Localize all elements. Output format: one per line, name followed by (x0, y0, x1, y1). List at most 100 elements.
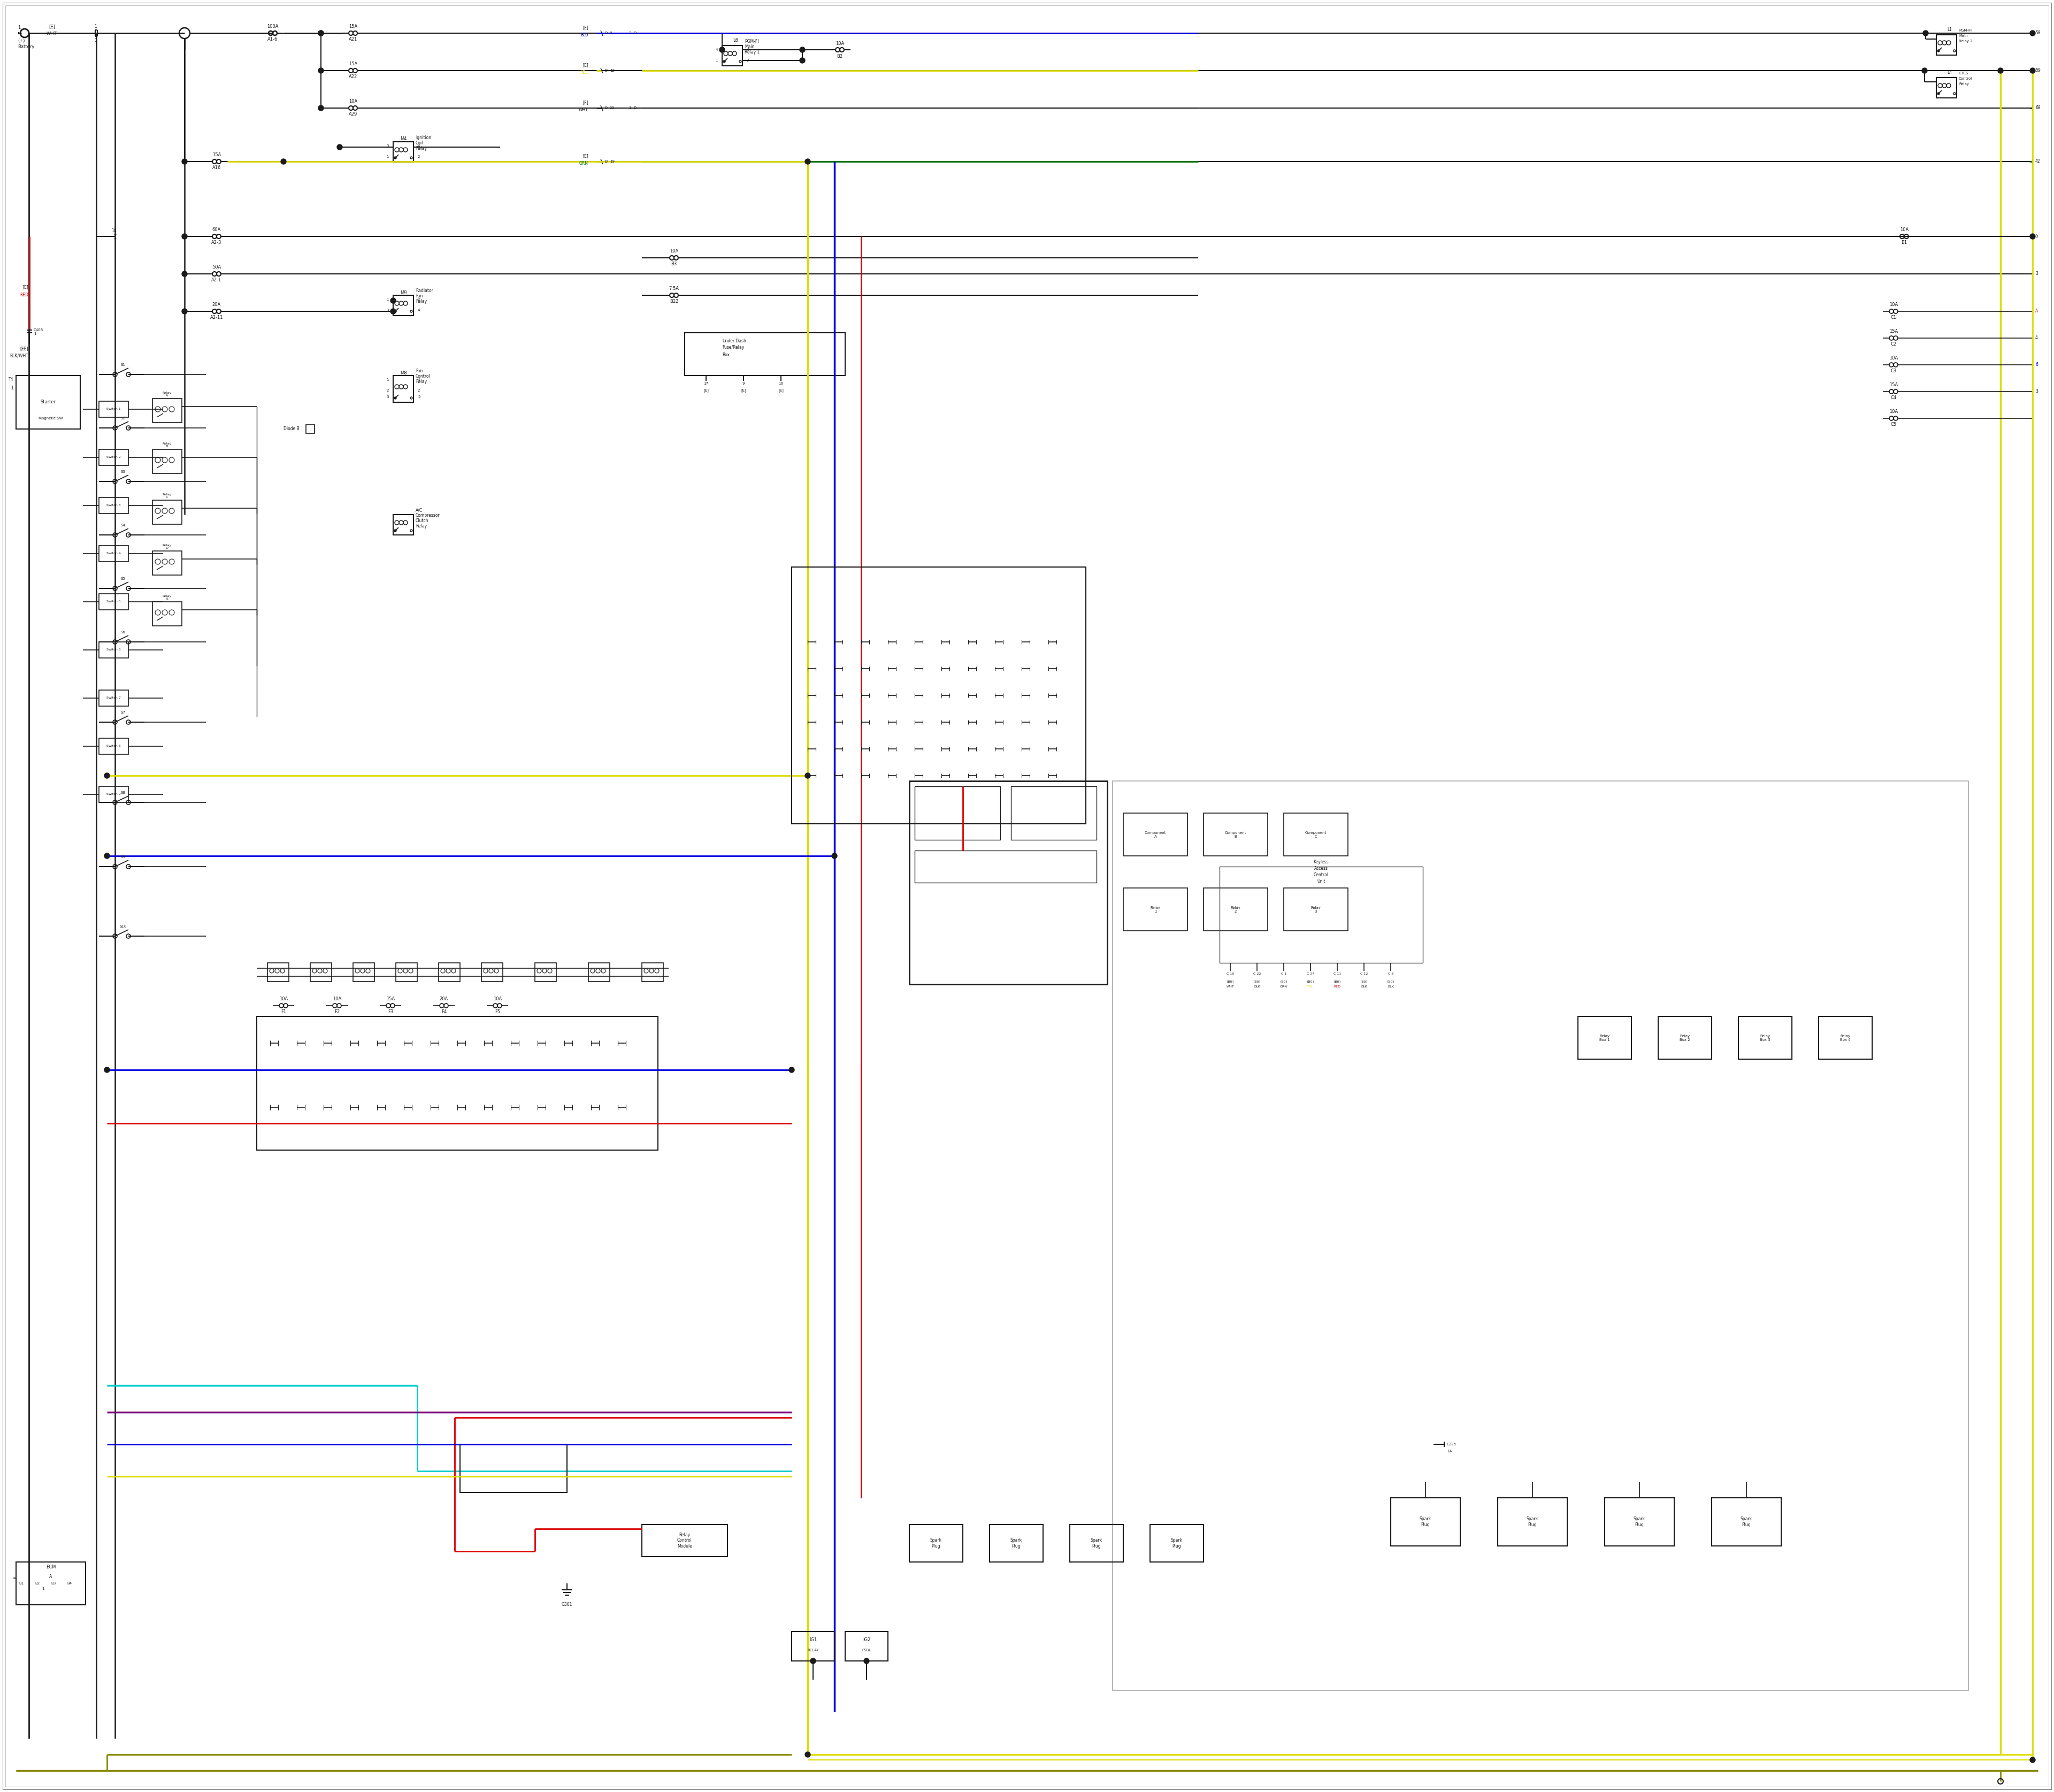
Text: Relay: Relay (415, 380, 427, 383)
Text: M9: M9 (401, 290, 407, 296)
Bar (914, 851, 1097, 883)
Text: 20A: 20A (212, 303, 222, 306)
Circle shape (183, 308, 187, 314)
Text: Switch 2: Switch 2 (107, 455, 121, 459)
Text: C 24: C 24 (1306, 973, 1315, 975)
Bar (1204, 889, 1267, 930)
Text: Relay: Relay (415, 523, 427, 529)
Text: 59: 59 (2036, 68, 2040, 73)
Text: 15A: 15A (349, 25, 357, 29)
Text: Battery: Battery (18, 45, 35, 48)
Circle shape (105, 772, 109, 778)
Bar (1711, 1498, 1781, 1546)
Text: 42: 42 (2036, 159, 2040, 163)
Text: YEL: YEL (581, 70, 587, 75)
Text: BLK/WHT: BLK/WHT (10, 353, 29, 358)
Text: 10A: 10A (836, 41, 844, 47)
Bar (310, 962, 331, 982)
Bar (910, 1525, 963, 1563)
Circle shape (105, 1068, 109, 1073)
Text: D: D (635, 32, 637, 34)
Text: [B0]: [B0] (1306, 980, 1315, 984)
Text: B4: B4 (68, 1582, 72, 1584)
Bar (267, 962, 290, 982)
Bar (1011, 787, 1097, 840)
Bar (306, 425, 314, 434)
Text: L4: L4 (1947, 70, 1951, 75)
Bar (910, 781, 1107, 984)
Bar (99, 401, 127, 418)
Bar (1284, 889, 1347, 930)
Text: S10: S10 (119, 925, 127, 928)
Text: A2-11: A2-11 (210, 315, 224, 321)
Text: L6: L6 (733, 38, 737, 43)
Text: M4: M4 (401, 136, 407, 142)
Text: Spark
Plug: Spark Plug (1091, 1538, 1103, 1548)
Circle shape (318, 30, 325, 36)
Bar (1070, 1525, 1124, 1563)
Text: IG1: IG1 (809, 1638, 817, 1641)
Text: Fuse/Relay: Fuse/Relay (723, 346, 744, 349)
Text: Relay
B: Relay B (162, 443, 170, 448)
Text: 15A: 15A (1890, 383, 1898, 387)
Text: Relay
D: Relay D (162, 543, 170, 550)
Bar (99, 642, 127, 658)
Text: F1: F1 (281, 1009, 286, 1014)
Text: 15A: 15A (212, 152, 222, 158)
Text: Spark
Plug: Spark Plug (1740, 1516, 1752, 1527)
Text: C 22: C 22 (1253, 973, 1261, 975)
Text: 6: 6 (2036, 362, 2038, 367)
Text: Main: Main (1960, 34, 1968, 38)
Text: A29: A29 (349, 113, 357, 116)
Text: 3: 3 (2036, 271, 2038, 276)
Circle shape (390, 297, 396, 303)
Bar (1604, 1498, 1674, 1546)
Text: Control: Control (415, 375, 431, 378)
Text: Component
C: Component C (1304, 831, 1327, 839)
Text: [E]: [E] (23, 285, 29, 290)
Text: 2: 2 (386, 389, 388, 392)
Text: 2: 2 (417, 156, 421, 158)
Circle shape (390, 308, 396, 314)
Text: Component
B: Component B (1224, 831, 1247, 839)
Text: C 11: C 11 (1333, 973, 1341, 975)
Bar (1937, 77, 1957, 99)
Text: 1: 1 (33, 332, 37, 335)
Text: Spark
Plug: Spark Plug (1011, 1538, 1023, 1548)
Text: 1: 1 (10, 385, 14, 391)
Text: [B0]: [B0] (1280, 980, 1288, 984)
Bar (392, 142, 413, 161)
Text: Switch 7: Switch 7 (107, 697, 121, 699)
Text: 1: 1 (386, 156, 388, 158)
Text: 50A: 50A (212, 265, 222, 271)
Text: [E]: [E] (49, 25, 55, 29)
Bar (99, 593, 127, 609)
Text: Spark
Plug: Spark Plug (1526, 1516, 1538, 1527)
Text: Switch 9: Switch 9 (107, 794, 121, 796)
Bar (440, 962, 460, 982)
Bar (257, 1016, 657, 1150)
Circle shape (2029, 233, 2036, 238)
Text: A: A (2036, 308, 2038, 314)
Circle shape (805, 772, 811, 778)
Bar (1818, 1016, 1871, 1059)
Text: D: D (604, 106, 608, 109)
Bar (1738, 1016, 1791, 1059)
Text: 3: 3 (386, 308, 388, 312)
Bar (914, 787, 1000, 840)
Text: C 12: C 12 (1360, 973, 1368, 975)
Text: Switch 3: Switch 3 (107, 504, 121, 507)
Text: 10A: 10A (670, 249, 678, 254)
Text: S2: S2 (121, 418, 125, 419)
Bar (152, 550, 183, 575)
Text: Relay: Relay (1960, 82, 1970, 86)
Bar (534, 962, 557, 982)
Text: Fan: Fan (415, 294, 423, 299)
Text: B1: B1 (1902, 240, 1908, 246)
Circle shape (805, 1753, 811, 1758)
Text: C 8: C 8 (1389, 973, 1393, 975)
Circle shape (1999, 68, 2003, 73)
Text: 4: 4 (417, 145, 421, 147)
Text: 4: 4 (417, 308, 421, 312)
Text: D: D (604, 32, 608, 34)
